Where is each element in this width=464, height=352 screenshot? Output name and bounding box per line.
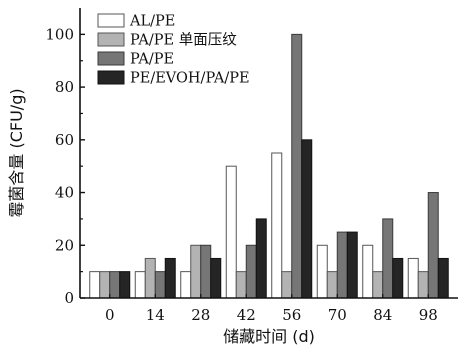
bar-70-series-3 bbox=[346, 231, 358, 299]
x-axis-title: 储藏时间 (d) bbox=[223, 327, 315, 346]
bar-70-series-0 bbox=[316, 244, 328, 299]
bar-56-series-2 bbox=[291, 33, 303, 299]
bar-42-series-1 bbox=[235, 271, 247, 299]
bar-28-series-0 bbox=[180, 271, 192, 299]
bar-42-series-3 bbox=[255, 218, 267, 299]
x-tick-label: 98 bbox=[419, 306, 438, 324]
bar-42-series-2 bbox=[245, 244, 257, 299]
bar-70-series-2 bbox=[336, 231, 348, 299]
bar-14-series-3 bbox=[164, 257, 176, 299]
axes bbox=[79, 8, 458, 299]
bar-28-series-3 bbox=[210, 257, 222, 299]
bar-56-series-3 bbox=[301, 139, 313, 299]
bar-98-series-3 bbox=[437, 257, 449, 299]
legend-label: PE/EVOH/PA/PE bbox=[130, 71, 250, 87]
bar-98-series-2 bbox=[427, 192, 439, 299]
x-tick-label: 84 bbox=[373, 306, 392, 324]
legend-label: AL/PE bbox=[129, 14, 175, 30]
bar-14-series-0 bbox=[134, 271, 146, 299]
y-tick-label: 0 bbox=[64, 289, 74, 307]
bar-70-series-1 bbox=[326, 271, 338, 299]
y-tick-label: 20 bbox=[55, 236, 74, 254]
legend-label: PA/PE 单面压纹 bbox=[130, 32, 237, 49]
bar-84-series-0 bbox=[362, 244, 374, 299]
bar-84-series-2 bbox=[382, 218, 394, 299]
x-tick-label: 70 bbox=[328, 306, 347, 324]
x-tick-label: 56 bbox=[282, 306, 301, 324]
y-tick-label: 60 bbox=[55, 131, 74, 149]
legend-label: PA/PE bbox=[130, 52, 174, 68]
y-axis-title: 霉菌含量 (CFU/g) bbox=[7, 88, 26, 217]
bar-42-series-0 bbox=[225, 165, 237, 299]
y-tick-label: 80 bbox=[55, 78, 74, 96]
x-tick-label: 0 bbox=[105, 306, 115, 324]
bar-84-series-3 bbox=[392, 257, 404, 299]
y-tick-label: 100 bbox=[45, 25, 74, 43]
bar-28-series-1 bbox=[190, 244, 202, 299]
legend-swatch bbox=[97, 51, 125, 66]
bar-0-series-2 bbox=[109, 271, 121, 299]
bar-0-series-0 bbox=[89, 271, 101, 299]
y-tick-label: 40 bbox=[55, 184, 74, 202]
x-tick-label: 28 bbox=[191, 306, 210, 324]
bar-56-series-1 bbox=[281, 271, 293, 299]
x-tick-label: 14 bbox=[146, 306, 165, 324]
bar-56-series-0 bbox=[271, 152, 283, 299]
legend-swatch bbox=[97, 70, 125, 85]
legend: AL/PE PA/PE 单面压纹 PA/PE PE/EVOH/PA/PE bbox=[97, 13, 250, 87]
bar-group bbox=[89, 33, 449, 299]
x-ticks: 0 14 28 42 56 70 84 98 bbox=[105, 294, 438, 324]
bar-28-series-2 bbox=[200, 244, 212, 299]
bar-98-series-1 bbox=[417, 271, 429, 299]
legend-swatch bbox=[97, 32, 125, 47]
bar-98-series-0 bbox=[407, 257, 419, 299]
x-tick-label: 42 bbox=[237, 306, 256, 324]
y-ticks: 0 20 40 60 80 100 bbox=[45, 25, 85, 307]
bar-0-series-3 bbox=[119, 271, 131, 299]
bar-84-series-1 bbox=[372, 271, 384, 299]
bar-0-series-1 bbox=[99, 271, 111, 299]
bar-14-series-2 bbox=[154, 271, 166, 299]
legend-swatch bbox=[97, 13, 125, 28]
bar-14-series-1 bbox=[144, 257, 156, 299]
